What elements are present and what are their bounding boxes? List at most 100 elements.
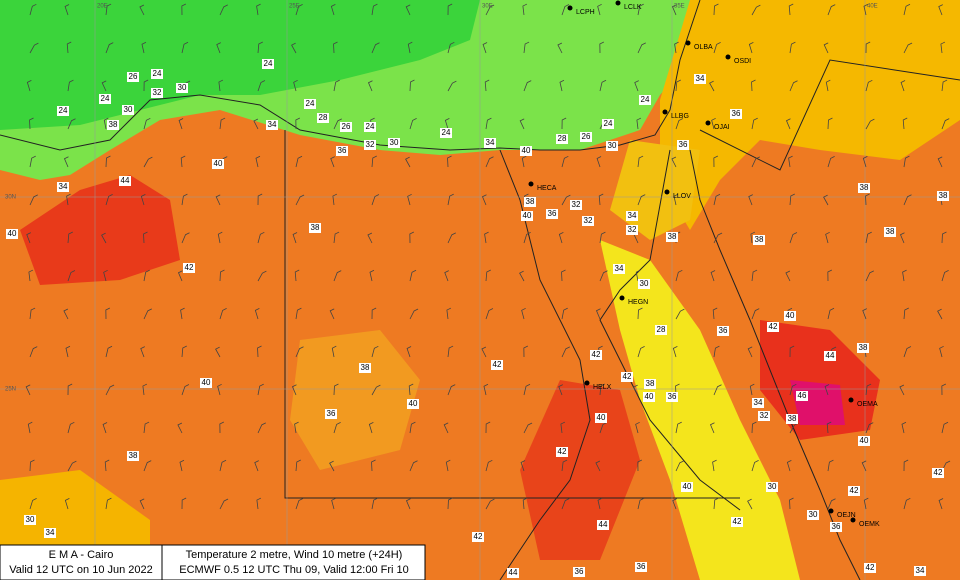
temperature-label: 32 xyxy=(760,411,769,420)
temperature-label: 42 xyxy=(592,350,601,359)
wind-barb xyxy=(367,80,373,92)
station-dot xyxy=(567,5,573,11)
wind-barb xyxy=(557,42,563,54)
temperature-label: 36 xyxy=(327,409,336,418)
wind-barb xyxy=(862,308,867,320)
wind-barb xyxy=(749,383,755,396)
wind-barb xyxy=(785,270,791,282)
wind-barb xyxy=(903,194,912,206)
wind-barb xyxy=(599,270,608,282)
label-box xyxy=(262,59,274,69)
wind-barb xyxy=(180,155,186,168)
wind-barb xyxy=(485,459,493,472)
wind-barb xyxy=(523,345,529,358)
wind-barb xyxy=(256,3,261,16)
wind-barb xyxy=(219,269,225,282)
wind-barb xyxy=(865,118,875,130)
wind-barb xyxy=(257,270,267,282)
label-box xyxy=(570,200,582,210)
station-dot xyxy=(619,295,625,301)
wind-barb xyxy=(597,497,603,510)
wind-barb xyxy=(216,42,221,54)
temperature-label: 28 xyxy=(319,113,328,122)
wind-barb xyxy=(637,497,645,510)
wind-barb xyxy=(66,41,72,54)
valid-time: Valid 12 UTC on 10 Jun 2022 xyxy=(9,564,153,576)
wind-barb xyxy=(941,383,947,396)
wind-barb xyxy=(713,232,723,244)
wind-barb xyxy=(558,232,564,244)
temperature-label: 24 xyxy=(442,128,451,137)
temperature-label: 32 xyxy=(153,88,162,97)
label-box xyxy=(556,134,568,144)
wind-barb xyxy=(332,193,338,206)
temperature-label: 26 xyxy=(342,122,351,131)
wind-barb xyxy=(140,194,146,206)
wind-barb xyxy=(101,80,107,92)
temperature-label: 34 xyxy=(486,138,495,147)
wind-barb xyxy=(143,79,149,92)
temperature-label: 30 xyxy=(768,482,777,491)
label-box xyxy=(127,451,139,461)
wind-barb xyxy=(713,155,719,168)
station-label: OEMA xyxy=(857,401,878,408)
coastline xyxy=(599,149,741,511)
wind-barb xyxy=(903,3,911,16)
wind-barb xyxy=(789,193,795,206)
temperature-label: 40 xyxy=(202,378,211,387)
temperature-label: 36 xyxy=(575,567,584,576)
wind-barb xyxy=(181,232,190,244)
wind-barb xyxy=(445,459,451,472)
station-label: LCPH xyxy=(576,9,595,16)
warm-zone xyxy=(660,0,960,230)
wind-barb xyxy=(786,460,792,472)
label-box xyxy=(626,211,638,221)
wind-barb xyxy=(941,118,950,130)
wind-barb xyxy=(637,194,646,206)
wind-barb xyxy=(596,156,602,168)
label-box xyxy=(99,94,111,104)
label-box xyxy=(122,105,134,115)
temperature-label: 34 xyxy=(46,528,55,537)
label-box xyxy=(613,264,625,274)
wind-barb xyxy=(371,155,377,168)
wind-barb xyxy=(827,4,836,16)
grid-label: 20E xyxy=(97,4,108,10)
wind-barb xyxy=(29,194,38,206)
label-box xyxy=(597,520,609,530)
wind-barb xyxy=(751,4,761,16)
label-box xyxy=(857,343,869,353)
wind-barb xyxy=(827,156,835,168)
label-box xyxy=(520,146,532,156)
wind-barb xyxy=(102,422,108,434)
temperature-label: 42 xyxy=(934,468,943,477)
wind-barb xyxy=(67,460,77,472)
wind-barb xyxy=(561,346,570,358)
wind-barb xyxy=(824,384,830,396)
wind-barb xyxy=(409,460,418,472)
wind-barb xyxy=(861,460,867,472)
wind-barb xyxy=(63,308,69,320)
temperature-label: 38 xyxy=(129,451,138,460)
wind-barb xyxy=(485,269,491,282)
wind-barb xyxy=(750,231,756,244)
wind-barb xyxy=(369,269,375,282)
wind-barb xyxy=(447,3,453,16)
temperature-label: 24 xyxy=(641,95,650,104)
wind-barb xyxy=(519,270,525,282)
wind-barb xyxy=(179,459,185,472)
wind-barb xyxy=(105,345,113,358)
label-box xyxy=(151,88,163,98)
temperature-label: 42 xyxy=(493,360,502,369)
label-box xyxy=(786,414,798,424)
temperature-label: 30 xyxy=(178,83,187,92)
wind-barb xyxy=(865,422,874,434)
wind-barb xyxy=(827,307,835,320)
wind-barb xyxy=(865,231,872,244)
wind-barb xyxy=(825,231,830,244)
wind-barb xyxy=(295,155,303,168)
wind-barb xyxy=(409,421,416,434)
wind-barb xyxy=(143,231,148,244)
wind-barb xyxy=(827,117,833,130)
wind-barb xyxy=(903,155,910,168)
